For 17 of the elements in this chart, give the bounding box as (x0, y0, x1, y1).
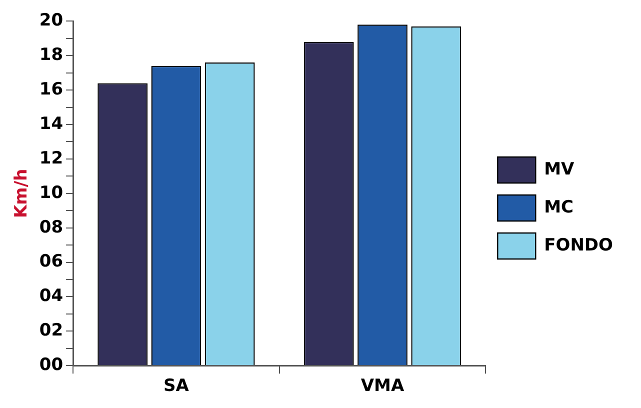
y-tick-label: 10 (39, 182, 64, 203)
y-tick-label: 06 (39, 252, 64, 272)
x-tick-label: VMA (360, 376, 405, 396)
y-axis-title: Km/h (12, 168, 32, 218)
y-tick-label: 08 (39, 217, 64, 238)
y-tick-label: 02 (39, 320, 64, 341)
y-tick-label: 00 (39, 355, 64, 376)
legend-label: MC (544, 197, 574, 218)
x-tick-label: SA (164, 376, 190, 396)
y-tick-label: 14 (39, 114, 64, 134)
y-tick-label: 18 (39, 45, 64, 66)
y-tick-label: 12 (39, 148, 64, 168)
y-tick-label: 04 (39, 286, 64, 306)
y-tick-label: 16 (39, 80, 64, 100)
y-tick-label: 20 (39, 10, 64, 31)
legend-label: MV (544, 159, 576, 180)
legend-label: FONDO (544, 235, 614, 256)
